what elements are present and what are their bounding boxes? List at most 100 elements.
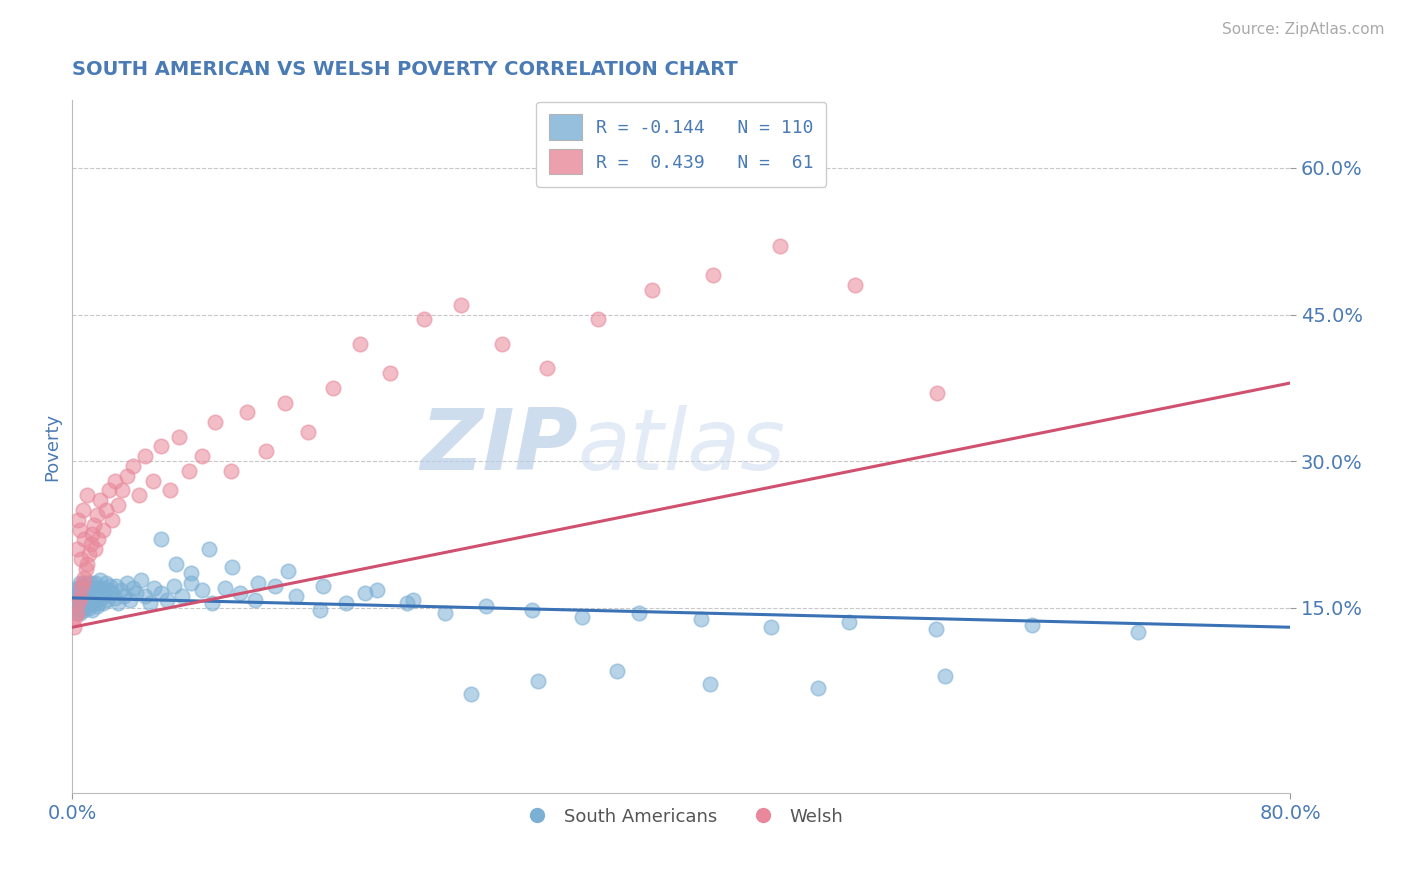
Point: [69, 576, 91, 591]
Point: [80, 527, 103, 541]
Point: [66, 542, 89, 557]
Point: [125, 586, 148, 600]
Point: [62, 596, 84, 610]
Point: [107, 596, 129, 610]
Point: [690, 612, 713, 626]
Y-axis label: Poverty: Poverty: [44, 412, 60, 481]
Point: [86, 508, 108, 522]
Point: [97, 483, 120, 498]
Point: [699, 677, 721, 691]
Point: [807, 681, 830, 695]
Point: [190, 449, 212, 463]
Point: [79, 537, 101, 551]
Point: [312, 579, 335, 593]
Point: [229, 586, 252, 600]
Point: [72, 600, 94, 615]
Point: [84, 591, 107, 605]
Point: [98, 579, 121, 593]
Point: [475, 599, 498, 613]
Point: [214, 581, 236, 595]
Point: [149, 586, 172, 600]
Point: [156, 593, 179, 607]
Point: [70, 581, 93, 595]
Point: [520, 602, 543, 616]
Point: [94, 576, 117, 591]
Point: [75, 561, 97, 575]
Point: [586, 312, 609, 326]
Point: [112, 589, 135, 603]
Point: [128, 488, 150, 502]
Point: [83, 581, 105, 595]
Point: [77, 600, 100, 615]
Point: [79, 576, 101, 591]
Point: [322, 381, 344, 395]
Point: [77, 547, 100, 561]
Point: [1128, 625, 1150, 640]
Point: [80, 602, 103, 616]
Point: [380, 366, 402, 380]
Point: [96, 593, 118, 607]
Point: [77, 591, 100, 605]
Point: [844, 278, 866, 293]
Point: [89, 591, 111, 605]
Point: [70, 579, 93, 593]
Point: [274, 395, 297, 409]
Point: [641, 283, 664, 297]
Point: [149, 533, 172, 547]
Point: [413, 312, 436, 326]
Point: [627, 606, 650, 620]
Point: [402, 593, 425, 607]
Point: [254, 444, 277, 458]
Point: [67, 602, 90, 616]
Point: [70, 588, 93, 602]
Point: [366, 583, 388, 598]
Point: [101, 513, 124, 527]
Point: [80, 589, 103, 603]
Point: [93, 589, 115, 603]
Point: [104, 474, 127, 488]
Point: [73, 593, 96, 607]
Point: [180, 566, 202, 581]
Point: [73, 583, 96, 598]
Point: [353, 586, 375, 600]
Point: [84, 542, 107, 557]
Point: [73, 602, 96, 616]
Point: [75, 579, 97, 593]
Point: [396, 596, 419, 610]
Point: [204, 415, 226, 429]
Point: [297, 425, 319, 439]
Point: [72, 591, 94, 605]
Point: [87, 596, 110, 610]
Point: [761, 620, 783, 634]
Point: [221, 559, 243, 574]
Point: [263, 579, 285, 593]
Point: [115, 576, 138, 591]
Point: [170, 589, 193, 603]
Point: [65, 591, 87, 605]
Point: [167, 430, 190, 444]
Point: [201, 596, 224, 610]
Point: [67, 589, 90, 603]
Point: [1021, 618, 1043, 632]
Point: [69, 599, 91, 613]
Point: [86, 599, 108, 613]
Point: [179, 464, 201, 478]
Point: [86, 583, 108, 598]
Point: [769, 239, 792, 253]
Point: [460, 687, 482, 701]
Point: [89, 493, 111, 508]
Point: [236, 405, 259, 419]
Point: [72, 576, 94, 591]
Point: [67, 596, 90, 610]
Point: [105, 579, 128, 593]
Point: [309, 602, 332, 616]
Point: [491, 337, 513, 351]
Point: [139, 596, 162, 610]
Point: [69, 591, 91, 605]
Point: [75, 599, 97, 613]
Point: [247, 576, 270, 591]
Point: [73, 533, 96, 547]
Point: [571, 610, 593, 624]
Point: [66, 593, 89, 607]
Point: [134, 449, 156, 463]
